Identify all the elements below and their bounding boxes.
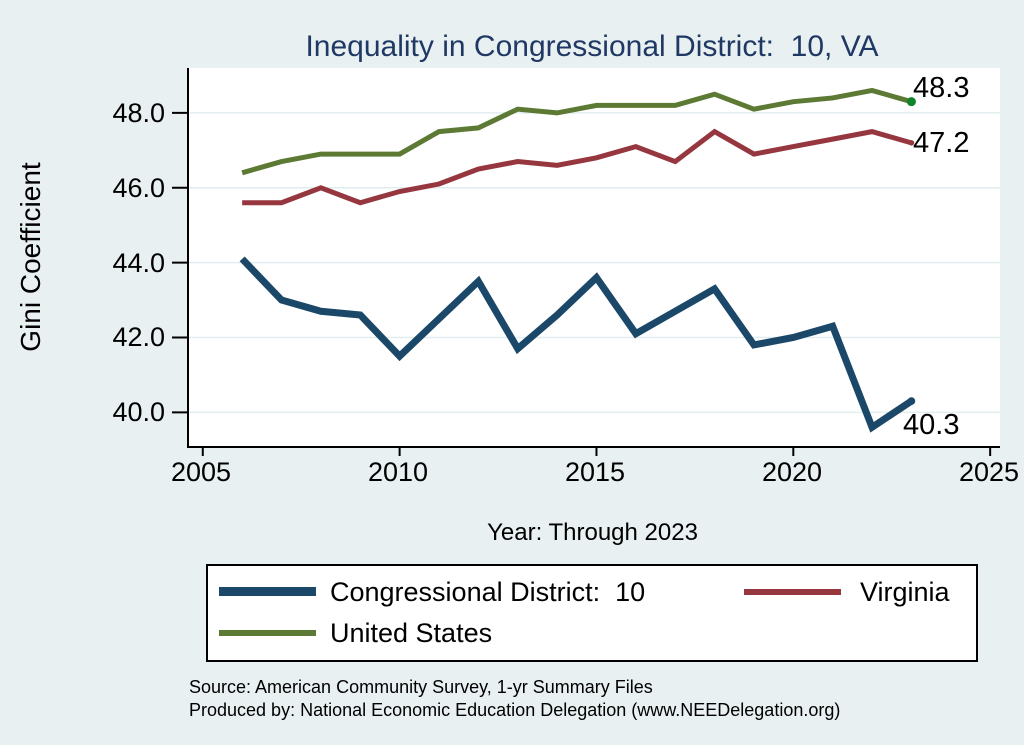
line-swatch-congressional-district — [219, 587, 316, 596]
line-chart-svg — [172, 87, 1000, 456]
chart-title: Inequality in Congressional District: 10… — [305, 30, 879, 63]
series-end-marker — [906, 97, 916, 107]
legend-label-united-states: United States — [330, 618, 493, 648]
line-swatch-united-states — [219, 630, 316, 636]
end-label-congressional-district: 40.3 — [903, 409, 960, 441]
legend-label-congressional-district: Congressional District: 10 — [330, 577, 646, 607]
series-end-marker — [908, 140, 915, 146]
series-end-marker — [907, 397, 916, 405]
x-tick-label-2015: 2015 — [564, 457, 626, 487]
legend: Congressional District: 10 Virginia Unit… — [206, 564, 978, 662]
x-axis-label: Year: Through 2023 — [487, 519, 698, 546]
series-line — [241, 87, 913, 176]
plot-area — [172, 68, 1000, 456]
source-line: Source: American Community Survey, 1-yr … — [189, 677, 653, 697]
end-label-united-states: 48.3 — [913, 72, 970, 104]
y-tick-label-42: 42.0 — [112, 322, 165, 352]
source-note: Source: American Community Survey, 1-yr … — [189, 676, 840, 722]
line-swatch-virginia — [744, 589, 841, 595]
x-tick-label-2020: 2020 — [761, 457, 823, 487]
series-line — [242, 128, 913, 206]
x-tick-label-2005: 2005 — [170, 457, 232, 487]
y-tick-label-48: 48.0 — [112, 98, 165, 128]
y-axis-title: Gini Coefficient — [15, 162, 46, 352]
x-tick-label-2010: 2010 — [367, 457, 429, 487]
y-tick-label-44: 44.0 — [112, 248, 165, 278]
series-line — [239, 256, 914, 433]
produced-by-line: Produced by: National Economic Education… — [189, 700, 841, 720]
y-tick-label-40: 40.0 — [112, 397, 165, 427]
y-tick-label-46: 46.0 — [112, 173, 165, 203]
legend-label-virginia: Virginia — [860, 577, 950, 607]
x-tick-label-2025: 2025 — [958, 457, 1020, 487]
end-label-virginia: 47.2 — [913, 127, 970, 159]
